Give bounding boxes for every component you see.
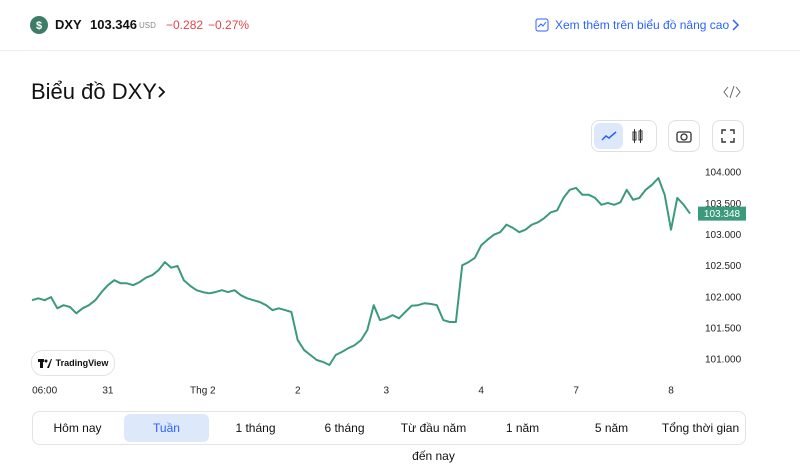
- x-tick-label: 4: [478, 386, 484, 397]
- change: −0.282: [166, 18, 204, 32]
- range-tab[interactable]: 6 tháng: [324, 421, 365, 435]
- range-tab[interactable]: 5 năm: [594, 421, 629, 435]
- change-percent: −0.27%: [208, 18, 250, 32]
- x-tick-label: 31: [102, 386, 114, 397]
- range-tab[interactable]: 1 năm: [505, 421, 540, 435]
- currency: USD: [139, 21, 156, 30]
- y-tick-label: 103.000: [705, 230, 742, 241]
- price: 103.346: [90, 17, 137, 32]
- snapshot-button[interactable]: [668, 120, 700, 152]
- tradingview-badge[interactable]: TradingView: [31, 350, 115, 376]
- x-tick-label: 2: [295, 386, 301, 397]
- x-tick-label: 06:00: [32, 386, 57, 397]
- chevron: [732, 19, 740, 31]
- x-tick-label: 7: [573, 386, 579, 397]
- title-chevron: [158, 86, 166, 98]
- line-button[interactable]: [594, 123, 623, 149]
- x-tick-label: 3: [384, 386, 390, 397]
- chart-type-toggle: [591, 120, 657, 152]
- y-tick-label: 104.000: [705, 168, 742, 179]
- candle-button[interactable]: [623, 123, 652, 149]
- range-tab[interactable]: Tổng thời gian: [661, 421, 740, 435]
- page-title: Biểu đồ DXY: [31, 79, 157, 104]
- badge-text: TradingView: [55, 358, 109, 368]
- range-tab[interactable]: Từ đầu năm đến nay: [400, 421, 467, 463]
- y-tick-label: 102.000: [705, 292, 742, 303]
- y-tick-label: 102.500: [705, 261, 742, 272]
- symbol: DXY: [55, 17, 82, 32]
- embed-icon[interactable]: [723, 85, 741, 99]
- range-tabs: Hôm nay Tuần 1 tháng 6 tháng Từ đầu năm đến …: [32, 411, 746, 463]
- y-tick-label: 103.500: [705, 199, 742, 210]
- x-tick-label: 8: [668, 386, 674, 397]
- last-price-label: 103.348: [704, 209, 741, 220]
- dollar-icon: $: [30, 16, 48, 34]
- chart-icon: [535, 18, 549, 32]
- range-tab[interactable]: Hôm nay: [53, 421, 102, 435]
- price-line: [31, 177, 691, 366]
- header: $ DXY 103.346 USD −0.282 −0.27% Xem thêm…: [0, 0, 800, 51]
- fullscreen-button[interactable]: [712, 120, 744, 152]
- last-price-box: [698, 206, 746, 221]
- svg-text:$: $: [36, 20, 42, 32]
- y-tick-label: 101.500: [705, 323, 742, 334]
- y-tick-label: 101.000: [705, 355, 742, 366]
- advanced-link[interactable]: Xem thêm trên biểu đồ nâng cao: [555, 18, 730, 32]
- x-tick-label: Thg 2: [190, 386, 216, 397]
- range-tab[interactable]: 1 tháng: [235, 421, 276, 435]
- range-tab[interactable]: Tuần: [124, 414, 209, 442]
